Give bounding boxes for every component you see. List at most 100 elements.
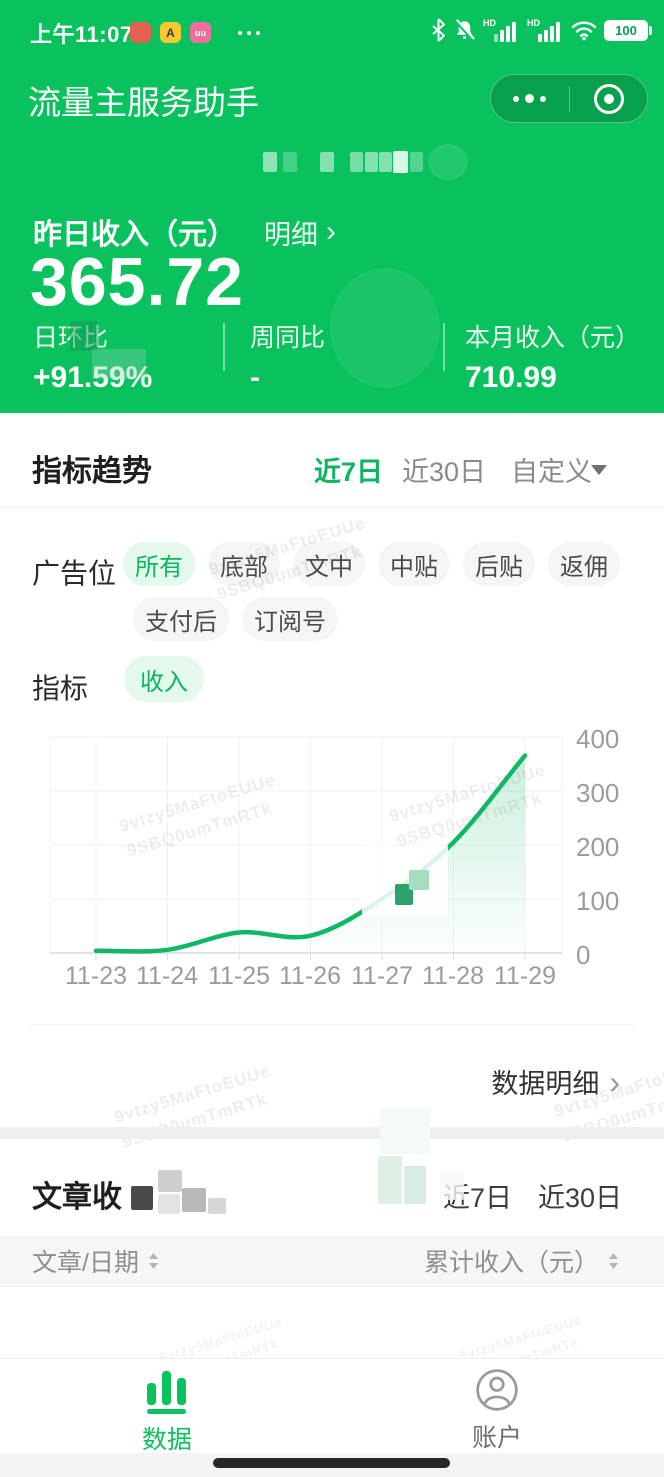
- bar-chart-icon: [147, 1371, 186, 1414]
- miniprogram-capsule: [490, 74, 648, 123]
- censored-blur-blob: [330, 268, 440, 388]
- y-tick-100: 100: [576, 886, 620, 916]
- chip-in-article[interactable]: 文中: [293, 542, 365, 586]
- stat-label: 周同比: [250, 324, 326, 352]
- watermark: 9vtzy5MaFtoEUUe 9SBQ0umTmRTk: [111, 1061, 273, 1152]
- stat-value: +91.59%: [33, 361, 153, 394]
- censored-blur: [440, 1170, 464, 1200]
- x-tick: 11-27: [350, 962, 414, 990]
- censored-pixel-light: [409, 870, 429, 890]
- censored-pixel: [182, 1188, 206, 1212]
- nav-tab-account[interactable]: 账户: [417, 1367, 577, 1454]
- stat-label: 本月收入（元）: [465, 324, 641, 352]
- chevron-right-icon[interactable]: ›: [326, 215, 337, 248]
- ad-slot-chip-row-2: 支付后 订阅号: [133, 597, 338, 641]
- censored-pixel: [158, 1194, 180, 1214]
- status-icons: HD HD 100: [431, 16, 652, 44]
- column-article-date[interactable]: 文章/日期: [32, 1243, 160, 1279]
- tab-last-7-days[interactable]: 近7日: [314, 457, 384, 487]
- stat-value: 710.99: [465, 361, 557, 394]
- chip-bottom[interactable]: 底部: [208, 542, 280, 586]
- yesterday-income-value: 365.72: [30, 244, 244, 320]
- y-tick-200: 200: [576, 832, 620, 862]
- ad-slot-filter-label: 广告位: [32, 558, 117, 589]
- capsule-divider: [568, 85, 571, 112]
- more-options-button[interactable]: [491, 94, 569, 103]
- svg-text:HD: HD: [527, 18, 540, 28]
- stat-divider: [443, 323, 445, 371]
- battery-icon: 100: [604, 19, 652, 41]
- chip-all[interactable]: 所有: [123, 542, 195, 586]
- censored-pixel: [404, 1166, 426, 1204]
- censored-pixel: [208, 1198, 226, 1214]
- wifi-icon: [571, 20, 597, 40]
- user-icon: [476, 1369, 518, 1411]
- metric-chip-row: 收入: [124, 656, 204, 702]
- censored-pixel: [131, 1186, 153, 1210]
- chip-subscription[interactable]: 订阅号: [242, 597, 338, 641]
- stat-week-over-week: 周同比 -: [250, 318, 325, 395]
- y-tick-400: 400: [576, 724, 620, 754]
- signal-sim1-icon: HD: [483, 18, 516, 42]
- chip-mid-post[interactable]: 中贴: [378, 542, 450, 586]
- trend-card: 指标趋势 近7日 近30日 自定义 广告位 所有 底部 文中 中贴 后贴 返佣 …: [0, 413, 664, 1151]
- data-detail-link[interactable]: 数据明细 ›: [491, 1062, 620, 1101]
- section-separator: [0, 1127, 664, 1139]
- bluetooth-icon: [432, 18, 445, 42]
- metric-filter-label: 指标: [32, 673, 89, 704]
- chevron-down-icon[interactable]: [591, 465, 607, 475]
- yesterday-income-row: 昨日收入（元） 明细 ›: [33, 211, 336, 253]
- censored-pixel-dark: [395, 884, 413, 905]
- column-total-income[interactable]: 累计收入（元）: [424, 1243, 620, 1279]
- censored-blur: [70, 321, 98, 351]
- home-indicator: [213, 1458, 450, 1468]
- article-table-header: 文章/日期 累计收入（元）: [0, 1235, 664, 1287]
- column-label: 累计收入（元）: [423, 1249, 599, 1277]
- x-tick: 11-29: [493, 962, 557, 990]
- article-income-title: 文章收: [32, 1181, 122, 1214]
- income-trend-chart: 400 300 200 100 0 11-23 11-24 11-25 11-2…: [0, 700, 664, 1000]
- status-time: 上午11:07: [30, 22, 133, 47]
- close-minimize-button[interactable]: [570, 83, 647, 114]
- notification-more-icon: [238, 31, 260, 35]
- stat-month-income: 本月收入（元） 710.99: [465, 318, 640, 395]
- notification-app-icon-3: uu: [190, 22, 211, 43]
- income-detail-link[interactable]: 明细: [264, 219, 319, 250]
- tab-custom-range[interactable]: 自定义: [511, 457, 592, 487]
- data-detail-label: 数据明细: [491, 1069, 600, 1099]
- chip-after-post[interactable]: 后贴: [463, 542, 535, 586]
- chevron-right-icon: ›: [609, 1063, 620, 1100]
- stat-divider: [223, 323, 225, 371]
- chip-after-payment[interactable]: 支付后: [133, 597, 229, 641]
- chip-income[interactable]: 收入: [124, 656, 204, 702]
- svg-text:HD: HD: [483, 18, 496, 28]
- x-tick: 11-23: [64, 962, 128, 990]
- x-tick: 11-28: [421, 962, 485, 990]
- censored-pixel: [380, 1108, 430, 1154]
- nav-label-data: 数据: [141, 1426, 192, 1454]
- sort-icon: [148, 1253, 158, 1269]
- trend-section-title: 指标趋势: [32, 455, 152, 488]
- y-tick-300: 300: [576, 778, 620, 808]
- ad-slot-chip-row-1: 所有 底部 文中 中贴 后贴 返佣: [123, 542, 620, 586]
- tab-last-30-days[interactable]: 近30日: [402, 457, 487, 487]
- notification-app-icon-2: A: [160, 22, 181, 43]
- x-tick: 11-26: [278, 962, 342, 990]
- yesterday-income-label: 昨日收入（元）: [33, 219, 237, 251]
- line-chart-canvas: [49, 736, 563, 960]
- signal-sim2-icon: HD: [527, 18, 560, 42]
- nav-tab-data[interactable]: 数据: [87, 1367, 247, 1456]
- x-tick: 11-25: [207, 962, 271, 990]
- censored-pixel: [158, 1170, 182, 1192]
- column-label: 文章/日期: [32, 1249, 139, 1277]
- page-title: 流量主服务助手: [28, 84, 259, 121]
- mute-bell-icon: [454, 19, 475, 41]
- x-tick: 11-24: [135, 962, 199, 990]
- stat-value: -: [250, 361, 260, 394]
- nav-label-account: 账户: [471, 1424, 522, 1452]
- y-tick-0: 0: [576, 940, 591, 970]
- censored-pixel: [378, 1156, 402, 1204]
- article-tab-last-30-days[interactable]: 近30日: [538, 1183, 623, 1213]
- chip-rebate[interactable]: 返佣: [548, 542, 620, 586]
